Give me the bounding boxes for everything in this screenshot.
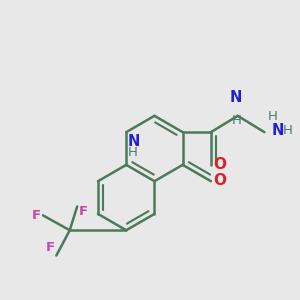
Text: O: O bbox=[213, 173, 226, 188]
Text: O: O bbox=[213, 157, 226, 172]
Text: F: F bbox=[79, 205, 88, 218]
Text: H: H bbox=[128, 146, 138, 159]
Text: H: H bbox=[283, 124, 293, 137]
Text: N: N bbox=[272, 123, 284, 138]
Text: F: F bbox=[32, 209, 40, 222]
Text: H: H bbox=[231, 114, 241, 127]
Text: H: H bbox=[267, 110, 277, 123]
Text: N: N bbox=[230, 90, 242, 105]
Text: F: F bbox=[46, 241, 55, 254]
Text: N: N bbox=[128, 134, 140, 149]
